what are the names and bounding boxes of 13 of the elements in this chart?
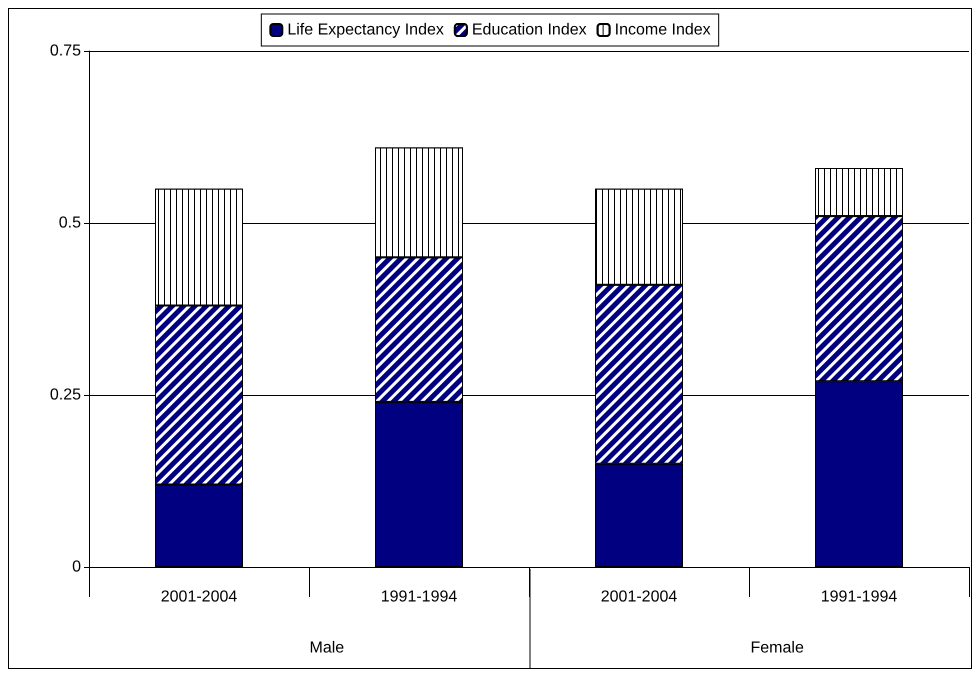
text: Female [750, 640, 804, 656]
x-tick-label: 1991-1994 [820, 588, 898, 606]
x-tick-label: 1991-1994 [380, 588, 458, 606]
y-tick-label: 0.25 [50, 386, 82, 404]
legend-label: Income Index [614, 22, 711, 38]
x-tick-label: 2001-2004 [600, 588, 678, 606]
x-tick-label: 2001-2004 [160, 588, 238, 606]
legend-label: Life Expectancy Index [287, 22, 444, 38]
text: Male [310, 640, 344, 656]
y-tick-label: 0.75 [50, 42, 82, 60]
y-tick-label: 0 [72, 558, 82, 576]
y-tick-label: 0.5 [58, 214, 82, 232]
legend-label: Education Index [472, 22, 587, 38]
